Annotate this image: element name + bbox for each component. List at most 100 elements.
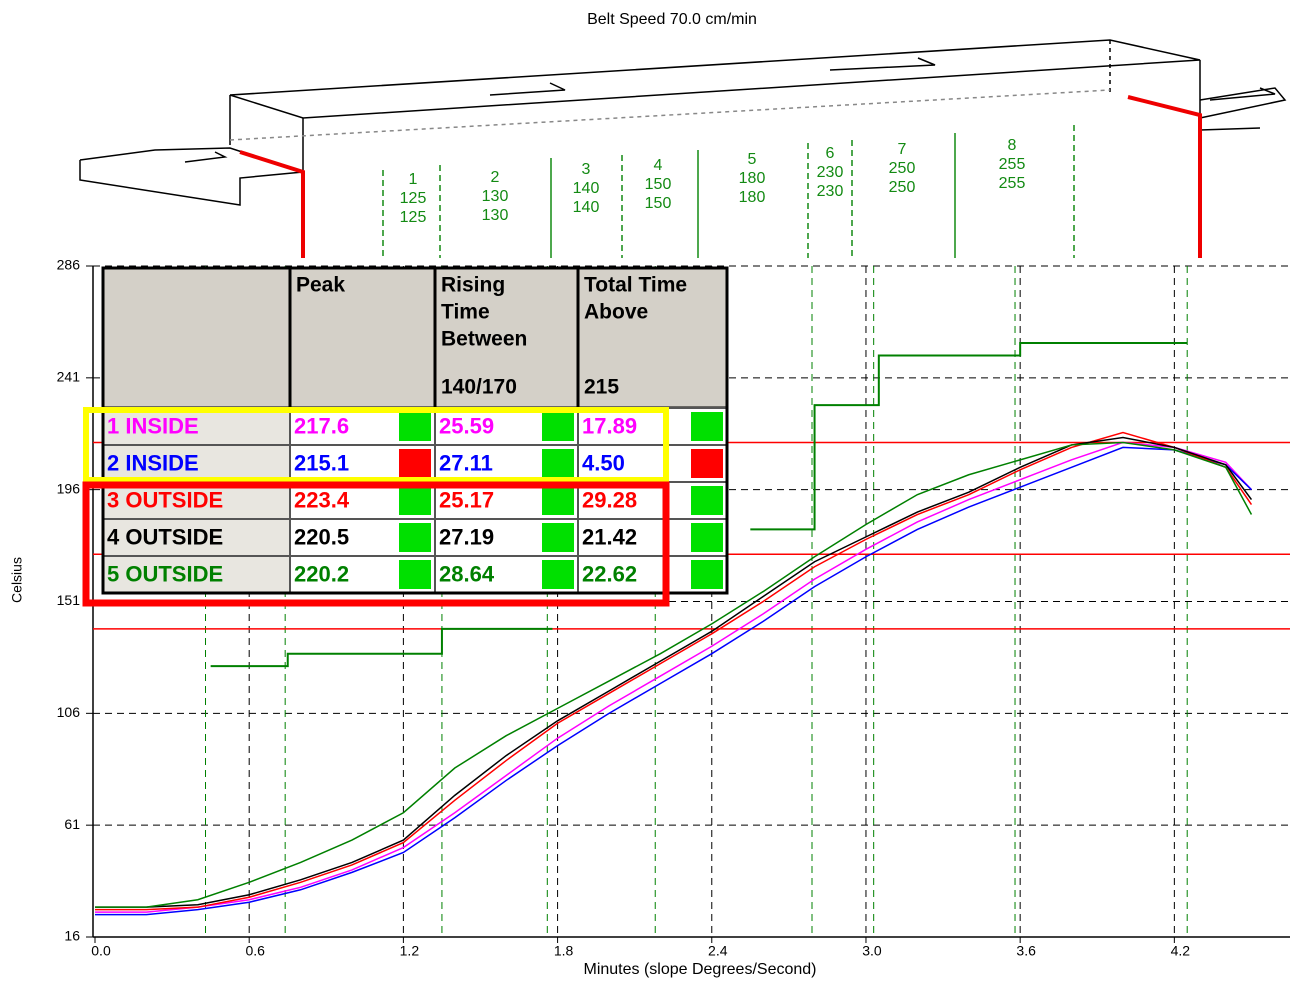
setpoint-profile	[750, 342, 1188, 531]
highlight-inside	[83, 407, 669, 483]
temperature-curve	[95, 441, 1253, 908]
table-value: 17.89	[582, 413, 637, 438]
table-header: 140/170	[441, 376, 517, 399]
table-value: 220.5	[294, 524, 349, 549]
table-header: 215	[584, 376, 619, 399]
status-box	[542, 449, 574, 478]
y-tick-label: 286	[57, 257, 81, 273]
status-box	[691, 560, 723, 589]
status-box	[691, 449, 723, 478]
status-box	[542, 523, 574, 552]
status-box	[399, 560, 431, 589]
table-header: Between	[441, 328, 527, 351]
zone-top: 140	[573, 180, 600, 197]
x-tick-label: 0.6	[245, 943, 265, 959]
zone-bottom: 255	[999, 175, 1026, 192]
zone-dividers	[382, 125, 1075, 258]
zone-top: 255	[999, 156, 1026, 173]
y-tick-label: 196	[57, 480, 81, 496]
table-header: Above	[584, 301, 648, 324]
table-value: 223.4	[294, 487, 350, 512]
y-axis-label: Celsius	[9, 557, 25, 603]
table-value: 27.19	[439, 524, 494, 549]
table-value: 28.64	[439, 561, 495, 586]
oven-entry-marker	[239, 150, 305, 258]
series-name: 4 OUTSIDE	[107, 524, 223, 549]
table-value: 22.62	[582, 561, 637, 586]
table-value: 25.59	[439, 413, 494, 438]
series-name: 1 INSIDE	[107, 413, 199, 438]
x-tick-label: 4.2	[1171, 943, 1191, 959]
x-tick-label: 3.6	[1016, 943, 1036, 959]
y-tick-label: 241	[57, 369, 81, 385]
zone-bottom: 150	[645, 195, 672, 212]
table-value: 4.50	[582, 450, 625, 475]
arrow	[184, 151, 228, 163]
status-box	[542, 486, 574, 515]
status-box	[399, 449, 431, 478]
zone-number: 3	[582, 161, 591, 178]
table-value: 220.2	[294, 561, 349, 586]
status-box	[399, 412, 431, 441]
table-header-bg	[101, 266, 729, 410]
results-table: Peak Rising Time Between 140/170 Total Time Ab…	[101, 266, 729, 595]
highlight-outside	[82, 481, 670, 607]
exit-conveyor	[1199, 87, 1287, 119]
arrow	[829, 57, 936, 71]
zone-number: 1	[409, 171, 418, 188]
arrow	[1209, 87, 1276, 101]
zone-number: 2	[491, 169, 500, 186]
table-value: 25.17	[439, 487, 494, 512]
table-header: Rising	[441, 274, 505, 297]
zone-bottom: 180	[739, 189, 766, 206]
status-box	[399, 523, 431, 552]
zone-bottom: 130	[482, 207, 509, 224]
table-name-cell	[102, 555, 291, 594]
x-tick-label: 2.4	[708, 943, 728, 959]
oven-top	[229, 39, 1201, 119]
entry-conveyor	[79, 147, 304, 206]
status-box	[542, 412, 574, 441]
exit-conveyor	[1199, 127, 1261, 131]
y-tick-label: 16	[64, 928, 80, 944]
table-value: 27.11	[439, 450, 493, 475]
zone-top: 230	[817, 164, 844, 181]
status-box	[691, 412, 723, 441]
x-tick-label: 0.0	[91, 943, 111, 959]
zone-top: 125	[400, 190, 427, 207]
status-box	[691, 523, 723, 552]
table-value: 215.1	[294, 450, 349, 475]
zone-number: 5	[748, 151, 757, 168]
table-header: Total Time	[584, 274, 687, 297]
x-tick-label: 3.0	[862, 943, 882, 959]
table-outline	[101, 266, 729, 595]
temperature-curve	[95, 441, 1252, 913]
status-box	[542, 560, 574, 589]
zone-bottom: 250	[889, 179, 916, 196]
temperature-curve	[95, 436, 1253, 908]
x-tick-label: 1.8	[554, 943, 574, 959]
x-axis-label: Minutes (slope Degrees/Second)	[583, 961, 816, 978]
table-header: Peak	[296, 274, 345, 297]
zone-top: 180	[739, 170, 766, 187]
series-name: 2 INSIDE	[107, 450, 199, 475]
zone-bottom: 140	[573, 199, 600, 216]
oven-edge	[229, 89, 1111, 141]
zone-bottom: 125	[400, 209, 427, 226]
belt-speed-title: Belt Speed 70.0 cm/min	[587, 11, 757, 28]
x-tick-label: 1.2	[400, 943, 420, 959]
zone-top: 130	[482, 188, 509, 205]
table-value: 217.6	[294, 413, 349, 438]
zone-number: 8	[1008, 137, 1017, 154]
table-name-cell	[102, 407, 291, 446]
zone-top: 150	[645, 176, 672, 193]
status-box	[399, 486, 431, 515]
y-tick-label: 151	[57, 592, 81, 608]
table-value: 21.42	[582, 524, 637, 549]
series-name: 5 OUTSIDE	[107, 561, 223, 586]
zone-number: 6	[826, 145, 835, 162]
zone-number: 7	[898, 141, 907, 158]
zone-bottom: 230	[817, 183, 844, 200]
temperature-curve	[95, 446, 1252, 916]
zone-top: 250	[889, 160, 916, 177]
